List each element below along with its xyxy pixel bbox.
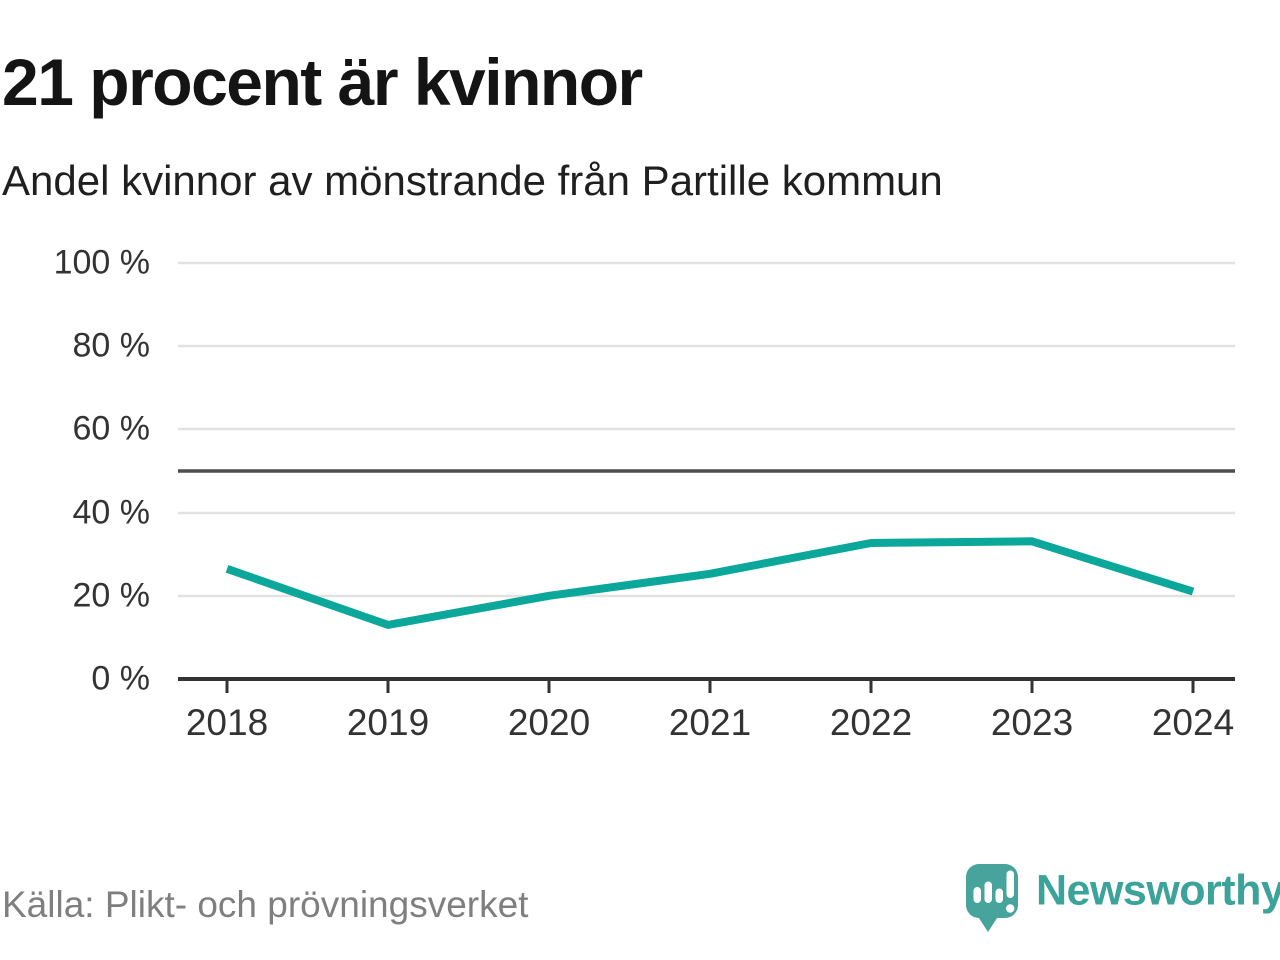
y-axis-label: 80 %	[72, 326, 151, 365]
x-axis-label: 2020	[507, 702, 591, 743]
x-axis-label: 2024	[1151, 702, 1235, 743]
y-axis-label: 60 %	[72, 409, 151, 448]
chart-subtitle: Andel kvinnor av mönstrande från Partill…	[2, 157, 943, 204]
source-caption: Källa: Plikt- och prövningsverket	[2, 884, 529, 925]
x-axis-label: 2022	[829, 702, 913, 743]
logo-wordmark: Newsworthy	[1036, 866, 1280, 915]
axis-ticks	[225, 681, 1195, 693]
y-axis-label: 0 %	[91, 659, 150, 698]
x-axis-label: 2018	[185, 702, 269, 743]
chart-title: 21 procent är kvinnor	[2, 45, 643, 119]
newsworthy-logo-icon	[966, 864, 1018, 932]
gridlines	[178, 261, 1235, 598]
x-axis-label: 2019	[346, 702, 430, 743]
x-axis-label: 2021	[668, 702, 752, 743]
trend-line	[225, 537, 1195, 629]
y-axis-label: 20 %	[72, 576, 151, 615]
logo-mark-icon	[966, 864, 1018, 932]
x-axis-label: 2023	[990, 702, 1074, 743]
y-axis-label: 100 %	[53, 243, 150, 282]
y-axis-label: 40 %	[72, 493, 151, 532]
